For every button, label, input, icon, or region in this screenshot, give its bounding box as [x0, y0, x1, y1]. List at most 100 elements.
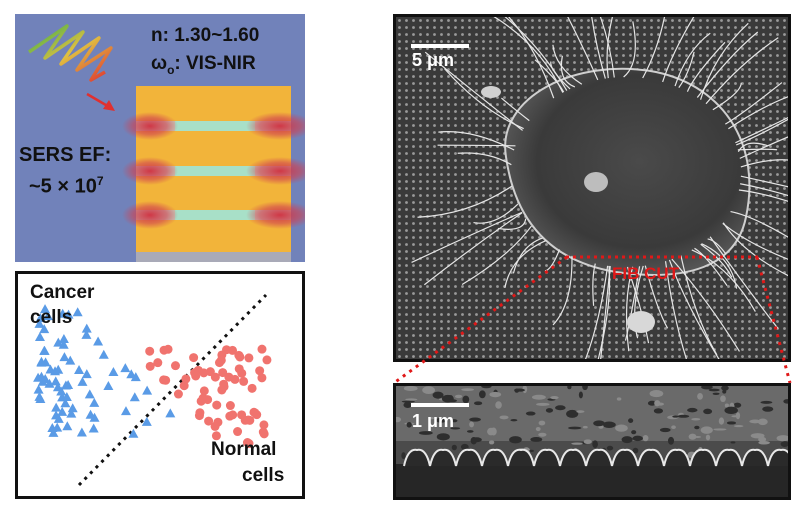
cancer-point	[108, 367, 119, 377]
sers-ef-value: ~5 × 107	[29, 174, 104, 198]
cancer-point	[62, 421, 73, 431]
normal-point	[233, 427, 243, 437]
normal-point	[212, 400, 222, 410]
cell-filopodia	[411, 17, 788, 359]
cancer-point	[35, 394, 46, 404]
cancer-point	[58, 334, 69, 344]
normal-point	[216, 355, 226, 365]
normal-point	[242, 438, 252, 448]
normal-point	[159, 345, 169, 355]
cancer-point	[98, 349, 109, 359]
hotspot-glows	[122, 112, 305, 229]
cancer-point	[120, 406, 131, 416]
cancer-point	[60, 380, 71, 390]
scale-label-1um: 1 μm	[412, 411, 455, 431]
cancer-label-cells: cells	[30, 307, 73, 328]
classification-scatter	[33, 293, 272, 487]
fib-cut-label: FIB CUT	[612, 264, 680, 283]
cancer-point	[33, 372, 44, 382]
normal-point	[259, 429, 269, 439]
cancer-point	[60, 398, 71, 408]
cancer-point	[48, 427, 59, 437]
cancer-point	[66, 408, 77, 418]
normal-point	[199, 386, 209, 396]
cancer-point	[126, 369, 137, 379]
normal-point	[210, 372, 220, 382]
cancer-point	[39, 345, 50, 355]
normal-point	[259, 420, 269, 430]
cancer-point	[103, 381, 114, 391]
cancer-point	[81, 323, 92, 333]
cancer-point	[74, 364, 85, 374]
cancer-point	[53, 364, 64, 374]
normal-point	[196, 396, 206, 406]
normal-point	[204, 416, 214, 426]
normal-point	[153, 358, 163, 368]
cancer-point	[35, 313, 46, 323]
normal-point	[228, 345, 238, 355]
cancer-point	[93, 336, 104, 346]
cancer-point	[89, 397, 100, 407]
cross-section-micrograph	[396, 386, 788, 497]
nanolaminate-schematic-panel: n: 1.30~1.60 ωo: VIS-NIR SERS EF: ~5 × 1…	[15, 14, 305, 262]
normal-point	[189, 353, 199, 363]
refractive-index-label: n: 1.30~1.60	[151, 25, 260, 46]
cancer-point	[165, 408, 176, 418]
cancer-point	[141, 416, 152, 426]
scale-label-5um: 5 μm	[412, 50, 455, 70]
light-wave-icon	[28, 24, 113, 82]
normal-point	[228, 410, 238, 420]
normal-point	[181, 374, 191, 384]
cancer-point	[81, 329, 92, 339]
cancer-point	[67, 403, 78, 413]
normal-point	[244, 353, 254, 363]
sers-ef-label: SERS EF:	[19, 144, 112, 166]
cancer-point	[53, 337, 64, 347]
cancer-point	[52, 422, 63, 432]
normal-point	[257, 344, 267, 354]
normal-label-cells: cells	[242, 465, 285, 486]
cancer-point	[84, 389, 95, 399]
normal-point	[243, 415, 253, 425]
cancer-point	[43, 311, 54, 321]
cancer-point	[120, 363, 131, 373]
sem-micrograph	[396, 17, 788, 359]
cancer-point	[34, 318, 45, 328]
cancer-point	[36, 356, 47, 366]
resonance-range-label: ωo: VIS-NIR	[151, 53, 256, 77]
normal-point	[239, 376, 249, 386]
normal-point	[159, 375, 169, 385]
cancer-point	[65, 355, 76, 365]
scale-bar	[411, 44, 469, 48]
normal-point	[145, 346, 155, 356]
normal-point	[210, 421, 220, 431]
cancer-point	[59, 352, 70, 362]
normal-point	[145, 361, 155, 371]
cancer-point	[129, 392, 140, 402]
normal-point	[249, 407, 259, 417]
cancer-label: Cancer	[30, 282, 95, 303]
normal-point	[211, 431, 221, 441]
cancer-point	[57, 308, 68, 318]
fib-cross-section-image: 1 μm	[393, 383, 791, 500]
normal-point	[190, 368, 200, 378]
normal-point	[179, 381, 189, 391]
normal-point	[225, 401, 235, 411]
normal-point	[235, 352, 245, 362]
cancer-point	[128, 428, 139, 438]
normal-point	[173, 389, 183, 399]
nanolaminate-bumps	[403, 448, 788, 467]
cancer-points	[33, 304, 176, 438]
normal-point	[257, 373, 267, 383]
cancer-point	[142, 385, 153, 395]
cancer-point	[130, 372, 141, 382]
scale-bar-cross	[411, 403, 469, 407]
cancer-point	[52, 382, 63, 392]
cancer-point	[51, 402, 62, 412]
cancer-point	[77, 376, 88, 386]
substrate	[136, 252, 291, 262]
normal-point	[234, 364, 244, 374]
normal-points	[145, 344, 272, 449]
cell-classification-panel: Cancer cells Normal cells	[15, 271, 305, 499]
